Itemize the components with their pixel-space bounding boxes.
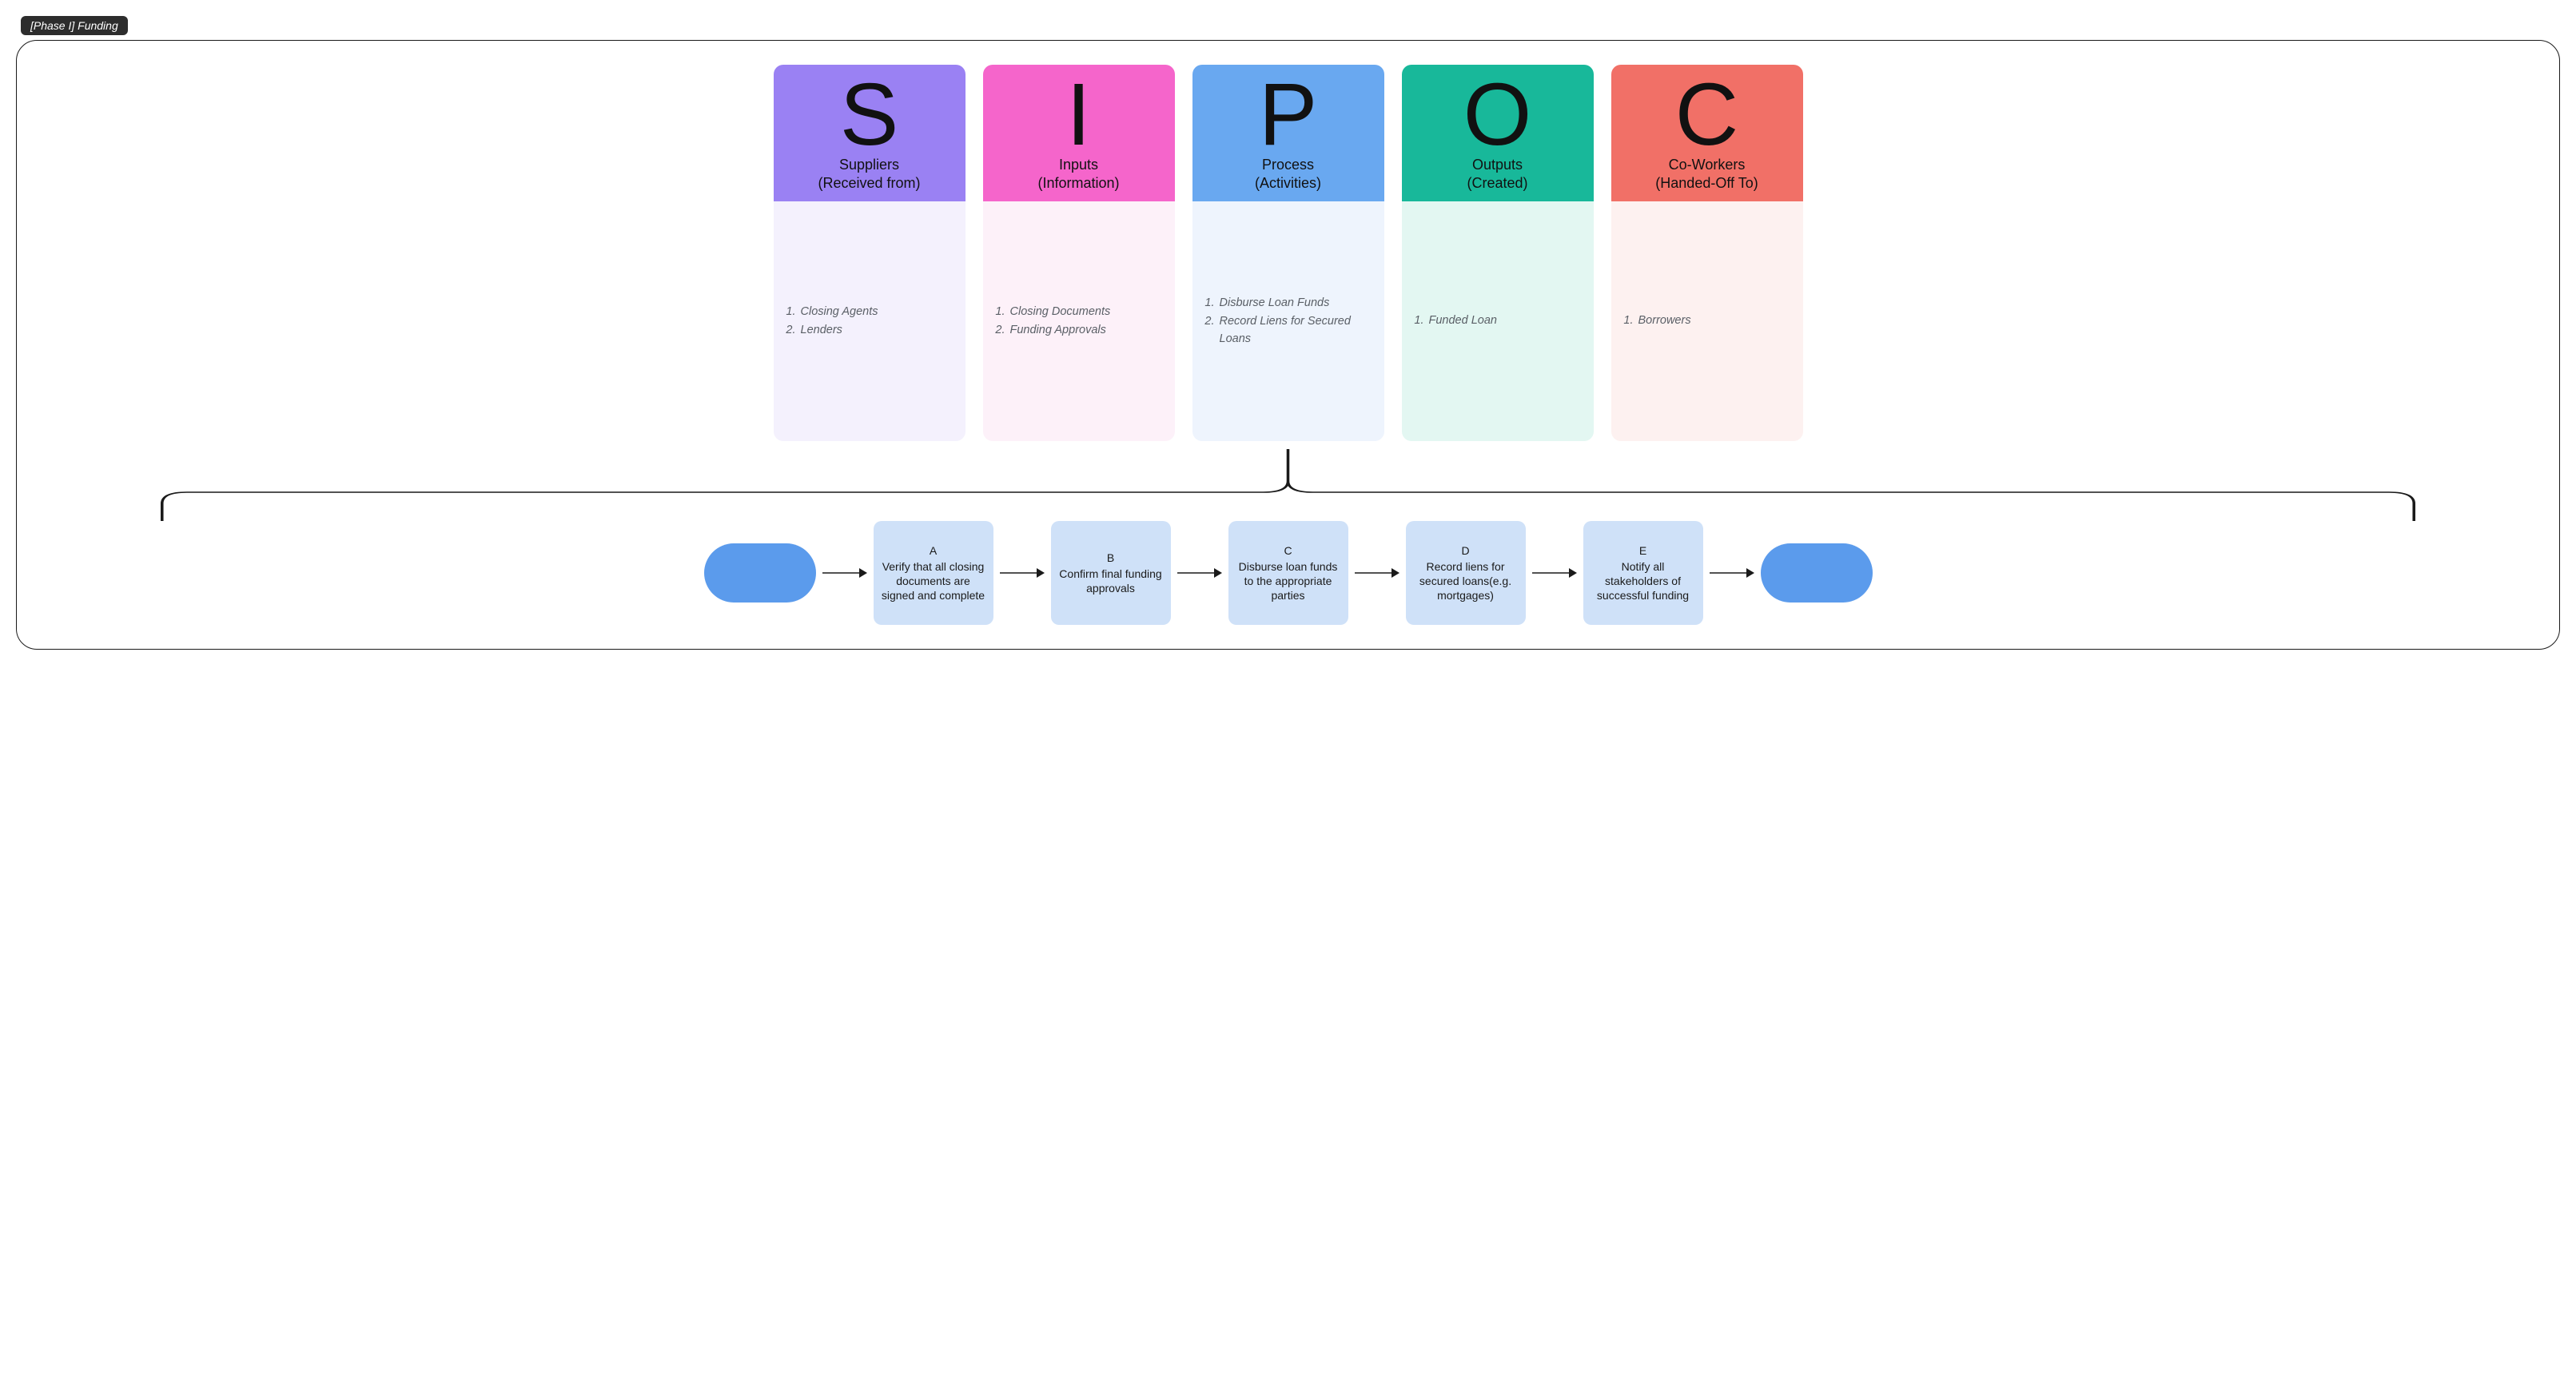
sipoc-column-i: IInputs(Information) Closing DocumentsFun… [983, 65, 1175, 441]
sipoc-body: Closing AgentsLenders [774, 201, 966, 441]
flow-step-text: Notify all stakeholders of successful fu… [1591, 559, 1695, 603]
sipoc-item: Funding Approvals [1009, 321, 1111, 340]
sipoc-title: Outputs(Created) [1408, 156, 1587, 192]
diagram-frame: SSuppliers(Received from) Closing AgentsL… [16, 40, 2560, 650]
sipoc-item: Disburse Loan Funds [1218, 294, 1373, 312]
flow-step-c: CDisburse loan funds to the appropriate … [1228, 521, 1348, 625]
sipoc-item-list: Closing AgentsLenders [785, 303, 878, 340]
sipoc-item: Borrowers [1637, 312, 1691, 330]
flow-step-letter: E [1591, 543, 1695, 558]
sipoc-header: CCo-Workers(Handed-Off To) [1611, 65, 1803, 201]
flow-step-letter: A [882, 543, 985, 558]
flow-step-letter: C [1236, 543, 1340, 558]
sipoc-item-list: Funded Loan [1413, 312, 1497, 330]
sipoc-title-line2: (Handed-Off To) [1618, 174, 1797, 193]
flow-step-text: Verify that all closing documents are si… [882, 559, 985, 603]
flow-arrow-next [1710, 565, 1754, 581]
sipoc-title-line1: Inputs [989, 156, 1169, 174]
sipoc-letter: P [1199, 71, 1378, 159]
connector [49, 449, 2527, 521]
flow-step-letter: B [1059, 551, 1163, 565]
sipoc-letter: C [1618, 71, 1797, 159]
sipoc-title: Co-Workers(Handed-Off To) [1618, 156, 1797, 192]
flow-arrow-next [1532, 565, 1577, 581]
sipoc-header: SSuppliers(Received from) [774, 65, 966, 201]
flow-arrow-next [1177, 565, 1222, 581]
sipoc-item-list: Closing DocumentsFunding Approvals [994, 303, 1111, 340]
sipoc-title-line2: (Created) [1408, 174, 1587, 193]
sipoc-title: Suppliers(Received from) [780, 156, 959, 192]
sipoc-letter: I [989, 71, 1169, 159]
sipoc-columns: SSuppliers(Received from) Closing AgentsL… [49, 65, 2527, 441]
sipoc-body: Funded Loan [1402, 201, 1594, 441]
sipoc-letter: S [780, 71, 959, 159]
sipoc-title-line2: (Activities) [1199, 174, 1378, 193]
sipoc-item: Lenders [799, 321, 878, 340]
sipoc-body: Disburse Loan FundsRecord Liens for Secu… [1192, 201, 1384, 441]
sipoc-item-list: Borrowers [1622, 312, 1691, 330]
flow-step-text: Confirm final funding approvals [1059, 567, 1163, 595]
sipoc-title-line2: (Received from) [780, 174, 959, 193]
sipoc-title-line1: Suppliers [780, 156, 959, 174]
flow-terminator-end [1761, 543, 1873, 603]
flow-step-a: AVerify that all closing documents are s… [874, 521, 993, 625]
flow-step-d: DRecord liens for secured loans(e.g. mor… [1406, 521, 1526, 625]
sipoc-column-s: SSuppliers(Received from) Closing AgentsL… [774, 65, 966, 441]
sipoc-header: OOutputs(Created) [1402, 65, 1594, 201]
flow-step-e: ENotify all stakeholders of successful f… [1583, 521, 1703, 625]
sipoc-body: Borrowers [1611, 201, 1803, 441]
flow-arrow-next [1000, 565, 1045, 581]
sipoc-item-list: Disburse Loan FundsRecord Liens for Secu… [1204, 294, 1373, 348]
flow-step-b: B Confirm final funding approvals [1051, 521, 1171, 625]
sipoc-title-line1: Process [1199, 156, 1378, 174]
sipoc-item: Record Liens for Secured Loans [1218, 312, 1373, 348]
sipoc-body: Closing DocumentsFunding Approvals [983, 201, 1175, 441]
sipoc-item: Closing Agents [799, 303, 878, 321]
sipoc-title-line1: Co-Workers [1618, 156, 1797, 174]
sipoc-title: Inputs(Information) [989, 156, 1169, 192]
sipoc-title-line1: Outputs [1408, 156, 1587, 174]
sipoc-column-o: OOutputs(Created) Funded Loan [1402, 65, 1594, 441]
sipoc-header: PProcess(Activities) [1192, 65, 1384, 201]
sipoc-header: IInputs(Information) [983, 65, 1175, 201]
sipoc-title-line2: (Information) [989, 174, 1169, 193]
phase-badge: [Phase I] Funding [21, 16, 128, 35]
sipoc-column-p: PProcess(Activities) Disburse Loan FundsR… [1192, 65, 1384, 441]
flow-arrow-next [822, 565, 867, 581]
process-flow: AVerify that all closing documents are s… [49, 521, 2527, 625]
sipoc-column-c: CCo-Workers(Handed-Off To) Borrowers [1611, 65, 1803, 441]
flow-step-text: Disburse loan funds to the appropriate p… [1236, 559, 1340, 603]
sipoc-item: Funded Loan [1427, 312, 1497, 330]
flow-step-text: Record liens for secured loans(e.g. mort… [1414, 559, 1518, 603]
sipoc-title: Process(Activities) [1199, 156, 1378, 192]
sipoc-letter: O [1408, 71, 1587, 159]
flow-arrow-next [1355, 565, 1399, 581]
sipoc-item: Closing Documents [1009, 303, 1111, 321]
flow-terminator-start [704, 543, 816, 603]
flow-step-letter: D [1414, 543, 1518, 558]
